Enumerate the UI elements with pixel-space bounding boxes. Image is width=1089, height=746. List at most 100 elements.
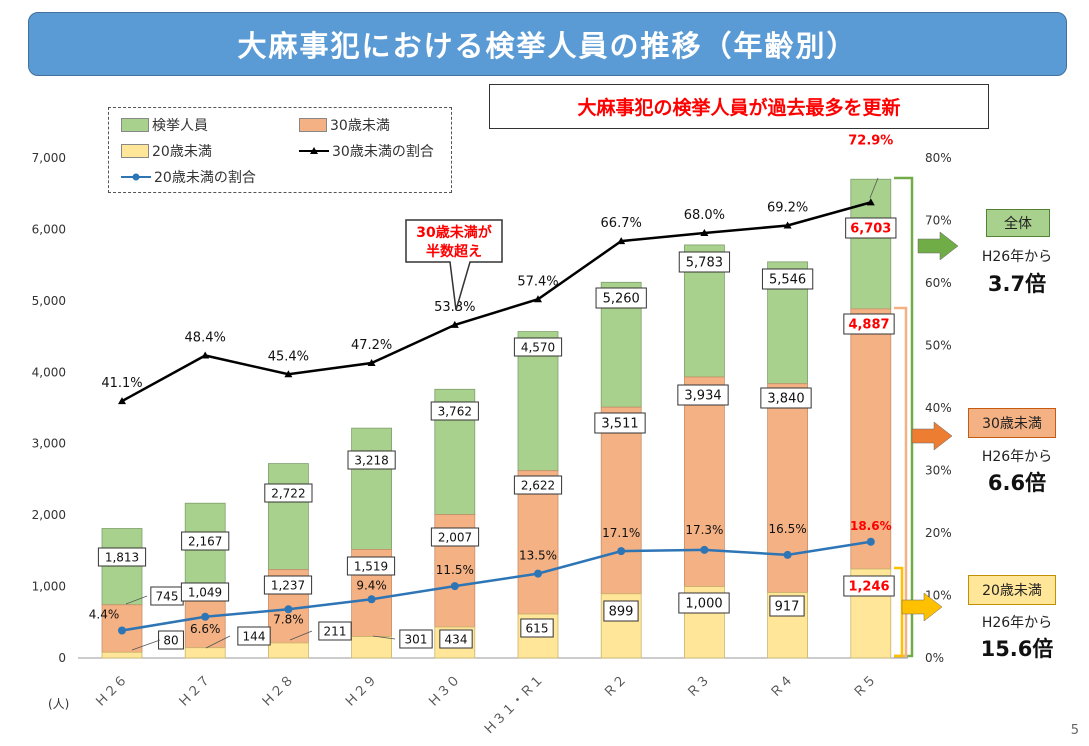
x-tick-label: Ｒ５	[851, 672, 880, 701]
callout-line2: 半数超え	[426, 243, 482, 260]
leader-line	[289, 630, 313, 641]
legend-label-total: 検挙人員	[152, 118, 208, 134]
legend-marker-ratio30	[299, 147, 329, 154]
value-label-under30-box	[430, 527, 480, 547]
value-label-under30: 3,511	[601, 417, 638, 432]
value-label-under20-box	[399, 629, 433, 649]
value-label-under20-box	[237, 626, 271, 646]
point-ratio20	[534, 569, 542, 578]
value-label-under30: 2,007	[438, 530, 472, 544]
value-label-total: 5,783	[686, 256, 723, 271]
value-label-total-box	[181, 531, 230, 551]
leader-line	[205, 635, 231, 649]
bar-under30	[684, 376, 725, 587]
point-ratio20	[201, 612, 210, 621]
value-label-under20: 899	[609, 605, 634, 620]
point-ratio30	[367, 359, 376, 366]
legend-marker-ratio20	[121, 173, 151, 181]
arrow-under20-icon	[901, 592, 943, 622]
value-label-under30-box	[513, 475, 563, 495]
x-tick-label: Ｈ２６	[93, 672, 131, 710]
leader-line	[125, 595, 148, 605]
y2-tick-label: 50%	[925, 339, 952, 353]
y2-tick-label: 0%	[925, 651, 944, 665]
value-label-total: 2,722	[271, 486, 305, 500]
y-tick-label: 5,000	[32, 294, 66, 308]
side-mult-total: 3.7倍	[987, 272, 1047, 296]
side-mult-under30: 6.6倍	[987, 471, 1047, 495]
value-label-under30: 1,049	[188, 585, 222, 599]
bar-under20	[101, 651, 143, 659]
x-tick-label: Ｒ３	[684, 672, 713, 701]
data-label-ratio30: 66.7%	[601, 216, 642, 231]
point-ratio20	[118, 626, 126, 635]
value-label-total-box	[845, 217, 897, 239]
point-ratio30	[700, 229, 709, 236]
value-label-total: 2,167	[188, 534, 222, 548]
legend-label-under30: 30歳未満	[330, 118, 390, 134]
data-label-ratio20: 4.4%	[89, 608, 120, 622]
callout-bubble	[405, 219, 503, 311]
side-label-under30: 30歳未満	[968, 408, 1056, 438]
point-ratio30	[617, 237, 626, 245]
value-label-under30: 1,237	[271, 578, 305, 592]
value-label-under20-box	[603, 600, 639, 622]
y2-tick-label: 60%	[925, 276, 952, 290]
y-tick-label: 6,000	[32, 222, 66, 236]
value-label-under20: 1,000	[685, 597, 722, 612]
bar-under30	[767, 383, 808, 593]
callout-line1: 30歳未満が	[416, 224, 492, 241]
value-label-under30: 2,622	[521, 478, 555, 492]
bar-total	[101, 528, 143, 606]
point-ratio30	[450, 320, 459, 328]
value-label-total-box	[347, 450, 396, 470]
y2-tick-label: 20%	[925, 526, 952, 540]
data-label-ratio20: 9.4%	[356, 578, 387, 592]
y-unit-label: (人)	[48, 697, 69, 711]
legend-item-under20: 20歳未満	[121, 141, 212, 161]
bar-total	[351, 427, 393, 550]
point-ratio30	[284, 370, 293, 378]
x-tick-label: Ｈ３１・Ｒ１	[481, 672, 547, 738]
legend-label-ratio30: 30歳未満の割合	[332, 144, 434, 160]
value-label-total: 1,813	[105, 550, 139, 564]
value-label-total: 5,260	[603, 292, 640, 307]
data-label-ratio20: 17.1%	[602, 526, 640, 540]
side-mult-under20: 15.6倍	[980, 637, 1054, 661]
y-tick-label: 4,000	[32, 365, 66, 379]
page-title: 大麻事犯における検挙人員の推移（年齢別）	[237, 29, 858, 63]
x-tick-label: Ｒ２	[601, 672, 630, 701]
value-label-under30-box	[346, 556, 396, 576]
value-label-under20-box	[439, 629, 473, 649]
data-label-ratio20: 7.8%	[273, 612, 304, 626]
value-label-under30: 745	[156, 589, 179, 603]
side-label-under20: 20歳未満	[968, 575, 1056, 605]
data-label-ratio30: 69.2%	[767, 201, 808, 216]
y2-tick-label: 70%	[925, 214, 952, 228]
y2-tick-label: 40%	[925, 401, 952, 415]
arrow-total-icon	[917, 231, 959, 261]
bar-under20	[267, 642, 309, 659]
side-label-total: 全体	[986, 209, 1050, 237]
title-banner: 大麻事犯における検挙人員の推移（年齢別）	[28, 12, 1067, 76]
y2-tick-label: 80%	[925, 151, 952, 165]
bar-under30	[850, 308, 892, 570]
y-tick-label: 0	[58, 651, 66, 665]
side-from-total: H26年から	[981, 249, 1053, 265]
value-label-total-box	[264, 483, 313, 503]
headline-box: 大麻事犯の検挙人員が過去最多を更新	[489, 84, 989, 129]
point-ratio20	[450, 582, 459, 591]
legend-swatch-total	[121, 118, 149, 132]
arrow-under30-icon	[911, 421, 953, 451]
value-label-under20-box	[678, 592, 730, 614]
value-label-total: 4,570	[521, 340, 555, 354]
point-ratio20	[617, 547, 626, 556]
leader-line	[131, 639, 161, 651]
leader-line	[869, 177, 879, 199]
data-label-ratio30: 68.0%	[684, 208, 725, 223]
x-tick-label: Ｈ２７	[176, 672, 214, 710]
value-label-total-box	[513, 337, 563, 357]
bar-total	[267, 463, 309, 571]
value-label-under20: 1,246	[848, 580, 889, 595]
